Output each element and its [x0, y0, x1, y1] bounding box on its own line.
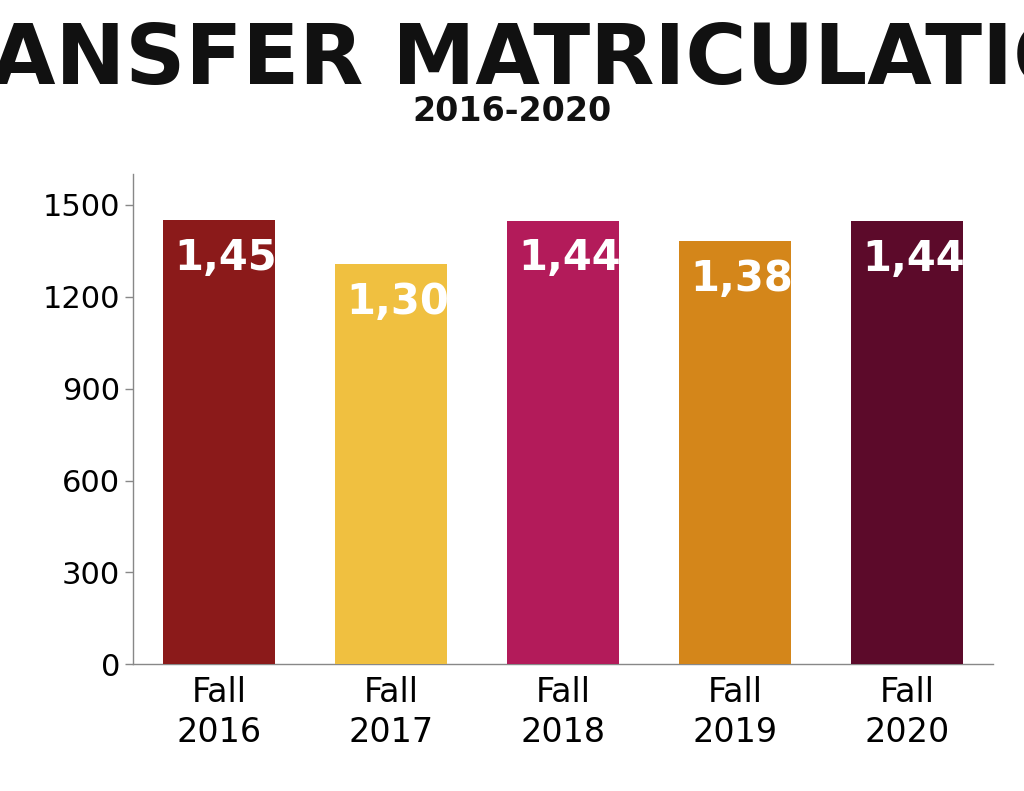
Text: 1,450: 1,450 — [174, 237, 306, 279]
Text: 2016-2020: 2016-2020 — [413, 95, 611, 128]
Text: TRANSFER MATRICULATION: TRANSFER MATRICULATION — [0, 20, 1024, 100]
Text: 1,447: 1,447 — [862, 238, 994, 280]
Bar — [507, 221, 620, 664]
Text: 1,382: 1,382 — [690, 258, 822, 300]
Bar — [335, 264, 447, 664]
Text: 1,307: 1,307 — [346, 281, 478, 323]
Bar — [163, 220, 275, 664]
Bar — [851, 221, 964, 664]
Text: 1,448: 1,448 — [518, 237, 650, 279]
Bar — [679, 240, 792, 664]
